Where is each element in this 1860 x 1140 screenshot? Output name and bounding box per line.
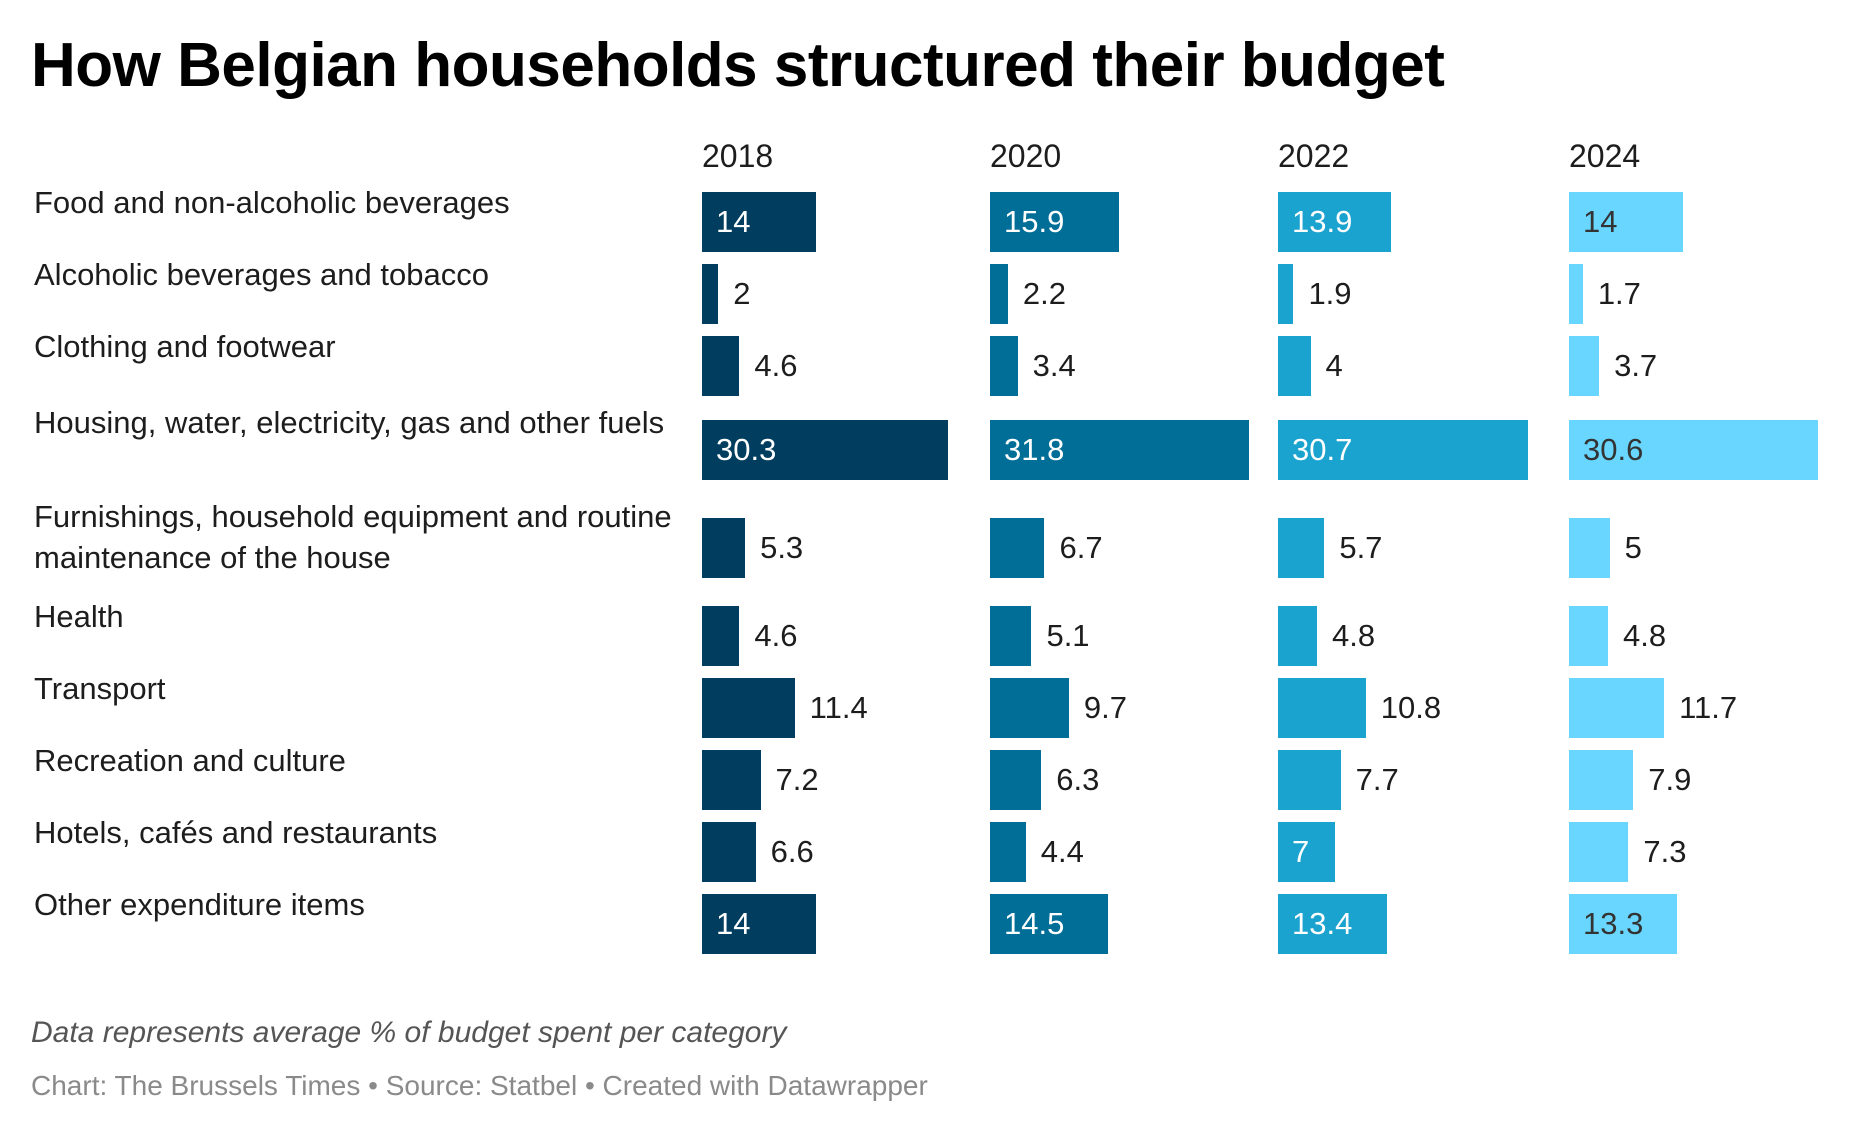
bar-2022 (1278, 192, 1391, 252)
value-label: 31.8 (1004, 432, 1065, 467)
value-label: 2 (733, 276, 751, 311)
category-label: Hotels, cafés and restaurants (34, 815, 438, 850)
value-label: 30.7 (1292, 432, 1353, 467)
bar-2024 (1569, 750, 1634, 810)
value-label: 4.8 (1332, 618, 1376, 653)
value-label: 7 (1292, 834, 1310, 869)
bar-2022 (1278, 264, 1294, 324)
value-label: 13.3 (1583, 906, 1644, 941)
value-label: 2.2 (1022, 276, 1066, 311)
bar-2020 (990, 822, 1026, 882)
value-label: 6.6 (770, 834, 814, 869)
value-label: 30.6 (1583, 432, 1644, 467)
category-label: Alcoholic beverages and tobacco (34, 257, 489, 292)
value-label: 7.2 (775, 762, 819, 797)
bar-2018 (702, 336, 740, 396)
bar-2018 (702, 606, 740, 666)
bar-2024 (1569, 606, 1609, 666)
value-label: 9.7 (1083, 690, 1127, 725)
bar-2020 (990, 420, 1249, 480)
value-label: 14 (716, 204, 751, 239)
bar-2020 (990, 750, 1042, 810)
value-label: 13.9 (1292, 204, 1353, 239)
value-label: 11.7 (1679, 690, 1738, 725)
bar-2018 (702, 420, 949, 480)
value-label: 3.4 (1032, 348, 1076, 383)
category-label: Recreation and culture (34, 743, 346, 778)
value-label: 10.8 (1380, 690, 1442, 725)
bar-2018 (702, 264, 719, 324)
bar-2018 (702, 518, 746, 578)
bar-2022 (1278, 750, 1341, 810)
bar-2020 (990, 336, 1018, 396)
value-label: 30.3 (716, 432, 777, 467)
value-label: 14 (1583, 204, 1618, 239)
value-label: 4 (1325, 348, 1343, 383)
category-label: Transport (34, 671, 166, 706)
bar-2018 (702, 750, 761, 810)
value-label: 3.7 (1614, 348, 1658, 383)
bar-2022 (1278, 822, 1335, 882)
value-label: 14 (716, 906, 751, 941)
value-label: 5 (1624, 530, 1642, 565)
column-header-2018: 2018 (702, 138, 774, 174)
bar-2018 (702, 822, 756, 882)
value-label: 7.7 (1355, 762, 1399, 797)
bar-2024 (1569, 336, 1600, 396)
value-label: 14.5 (1004, 906, 1065, 941)
value-label: 13.4 (1292, 906, 1353, 941)
bar-2024 (1569, 420, 1818, 480)
bar-2018 (702, 678, 795, 738)
category-label: Health (34, 599, 124, 634)
value-label: 4.4 (1040, 834, 1084, 869)
bar-2020 (990, 894, 1108, 954)
value-label: 7.3 (1643, 834, 1687, 869)
bar-2024 (1569, 678, 1665, 738)
category-label: Food and non-alcoholic beverages (34, 185, 510, 220)
bar-2024 (1569, 264, 1583, 324)
bar-2024 (1569, 192, 1683, 252)
category-label: Other expenditure items (34, 887, 365, 922)
value-label: 11.4 (809, 690, 868, 725)
value-label: 6.7 (1059, 530, 1103, 565)
column-header-2022: 2022 (1278, 138, 1350, 174)
category-label: Clothing and footwear (34, 329, 336, 364)
bar-2020 (990, 678, 1069, 738)
bar-2018 (702, 192, 816, 252)
bar-2020 (990, 192, 1120, 252)
bar-2024 (1569, 518, 1610, 578)
bar-2024 (1569, 822, 1629, 882)
value-label: 5.3 (760, 530, 804, 565)
chart-title: How Belgian households structured their … (31, 31, 1445, 100)
value-label: 1.7 (1597, 276, 1641, 311)
value-label: 4.6 (754, 348, 798, 383)
value-label: 5.1 (1046, 618, 1090, 653)
chart-note: Data represents average % of budget spen… (31, 1016, 787, 1049)
bar-2022 (1278, 518, 1325, 578)
column-header-2024: 2024 (1569, 138, 1641, 174)
value-label: 7.9 (1648, 762, 1692, 797)
category-label: Housing, water, electricity, gas and oth… (34, 405, 665, 440)
bar-2020 (990, 518, 1045, 578)
bar-chart: 2018 2020 2022 2024 Food and non-alcoholic b… (34, 138, 1818, 954)
value-label: 15.9 (1004, 204, 1065, 239)
column-header-2020: 2020 (990, 138, 1062, 174)
bar-2022 (1278, 606, 1318, 666)
bar-2022 (1278, 894, 1387, 954)
value-label: 4.8 (1623, 618, 1667, 653)
bar-2018 (702, 894, 816, 954)
bar-2020 (990, 606, 1032, 666)
chart-source-credit: Chart: The Brussels Times • Source: Stat… (31, 1070, 928, 1101)
value-label: 4.6 (754, 618, 798, 653)
category-label: Furnishings, household equipment and rou… (34, 499, 672, 575)
bar-2022 (1278, 678, 1366, 738)
bar-2022 (1278, 336, 1311, 396)
value-label: 6.3 (1056, 762, 1100, 797)
value-label: 1.9 (1308, 276, 1352, 311)
value-label: 5.7 (1339, 530, 1383, 565)
bar-2020 (990, 264, 1008, 324)
bar-2022 (1278, 420, 1528, 480)
bar-2024 (1569, 894, 1678, 954)
